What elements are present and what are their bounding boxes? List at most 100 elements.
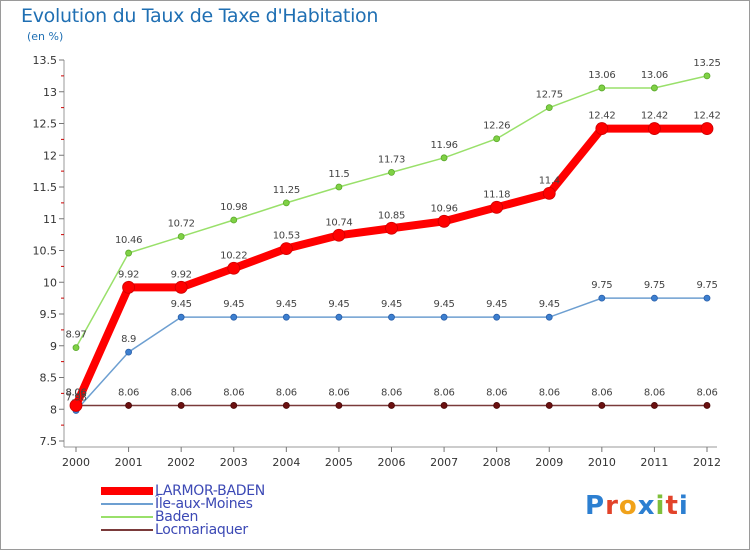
data-label-baden: 12.75: [536, 90, 563, 101]
x-tick-label: 2006: [378, 456, 406, 469]
data-point-larmor-baden: [437, 214, 451, 228]
legend-label: Baden: [155, 509, 199, 525]
data-point-baden: [335, 183, 343, 191]
data-point-larmor-baden: [122, 280, 135, 294]
data-point-ile-aux-moines: [703, 294, 711, 302]
data-label-ile-aux-moines: 9.45: [434, 299, 455, 310]
data-point-baden: [493, 135, 501, 143]
y-tick-label: 12.5: [33, 118, 58, 131]
data-point-ile-aux-moines: [230, 313, 238, 321]
data-label-baden: 8.97: [65, 330, 86, 341]
data-point-larmor-baden: [385, 221, 398, 235]
data-label-ile-aux-moines: 9.45: [328, 299, 349, 310]
legend-item-ile-aux-moines[interactable]: Île-aux-Moines: [101, 496, 401, 512]
data-point-baden: [598, 84, 606, 92]
logo-letter: i: [655, 491, 666, 521]
data-label-ile-aux-moines: 9.45: [486, 299, 507, 310]
legend-item-larmor-baden[interactable]: LARMOR-BADEN: [101, 483, 401, 499]
legend-label: Île-aux-Moines: [155, 496, 253, 512]
data-point-ile-aux-moines: [282, 313, 290, 321]
data-label-larmor-baden: 10.22: [220, 250, 247, 261]
data-point-baden: [440, 154, 448, 162]
x-tick-label: 2007: [430, 456, 458, 469]
data-point-ile-aux-moines: [388, 313, 395, 321]
data-point-locmariaquer: [230, 402, 238, 409]
data-label-baden: 10.72: [168, 219, 195, 230]
data-point-larmor-baden: [490, 200, 504, 214]
data-label-larmor-baden: 11.18: [483, 189, 510, 200]
data-label-baden: 13.25: [693, 58, 720, 69]
data-point-baden: [230, 216, 238, 224]
x-tick-label: 2003: [220, 456, 248, 469]
data-label-larmor-baden: 12.42: [588, 111, 615, 122]
data-label-ile-aux-moines: 9.75: [644, 280, 665, 291]
x-tick-label: 2011: [640, 456, 668, 469]
data-point-ile-aux-moines: [125, 348, 132, 356]
legend-item-locmariaquer[interactable]: Locmariaquer: [101, 522, 401, 538]
y-tick-label: 12: [43, 149, 57, 162]
data-point-ile-aux-moines: [493, 313, 501, 321]
data-point-ile-aux-moines: [335, 313, 343, 321]
logo-letter: P: [585, 491, 606, 521]
data-label-larmor-baden: 11.4: [539, 175, 560, 186]
y-tick-label: 11: [43, 213, 57, 226]
data-label-ile-aux-moines: 9.45: [381, 299, 402, 310]
data-point-locmariaquer: [125, 402, 132, 409]
data-label-locmariaquer: 8.06: [65, 387, 86, 398]
data-label-ile-aux-moines: 9.45: [539, 299, 560, 310]
data-point-ile-aux-moines: [651, 294, 658, 302]
y-tick-label: 8.5: [40, 372, 58, 385]
data-point-larmor-baden: [69, 399, 83, 412]
data-point-locmariaquer: [177, 402, 185, 409]
logo-letter: o: [618, 491, 638, 521]
data-point-ile-aux-moines: [545, 313, 553, 321]
data-point-locmariaquer: [545, 402, 553, 409]
data-point-baden: [72, 344, 80, 352]
y-tick-label: 10: [43, 276, 57, 289]
data-label-locmariaquer: 8.06: [171, 387, 192, 398]
data-label-ile-aux-moines: 7.98: [65, 393, 86, 404]
data-point-baden: [651, 84, 658, 92]
data-label-locmariaquer: 8.06: [486, 387, 507, 398]
data-point-ile-aux-moines: [177, 313, 185, 321]
legend-label: LARMOR-BADEN: [155, 483, 265, 499]
data-point-larmor-baden: [279, 242, 293, 255]
data-point-locmariaquer: [440, 402, 448, 409]
x-tick-label: 2010: [588, 456, 616, 469]
x-tick-label: 2004: [272, 456, 300, 469]
data-label-locmariaquer: 8.06: [381, 387, 402, 398]
data-label-larmor-baden: 9.92: [118, 269, 139, 280]
data-label-ile-aux-moines: 9.45: [276, 299, 297, 310]
data-point-baden: [388, 168, 395, 176]
data-label-baden: 11.73: [378, 154, 405, 165]
proxiti-logo: Proxiti: [585, 491, 689, 521]
x-tick-label: 2005: [325, 456, 353, 469]
data-point-larmor-baden: [595, 122, 609, 135]
data-label-larmor-baden: 10.53: [273, 231, 300, 242]
data-label-larmor-baden: 9.92: [171, 269, 192, 280]
legend-swatch-ile-aux-moines: [101, 503, 153, 505]
legend-swatch-larmor-baden: [101, 487, 153, 495]
chart-subtitle: (en %): [27, 30, 64, 43]
data-label-baden: 12.26: [483, 121, 510, 132]
y-tick-label: 13.5: [33, 54, 58, 67]
data-point-baden: [177, 233, 185, 240]
data-label-ile-aux-moines: 9.45: [223, 299, 244, 310]
logo-letter: x: [637, 491, 656, 521]
data-label-baden: 10.98: [220, 202, 247, 213]
y-tick-label: 9: [50, 340, 57, 353]
data-label-baden: 13.06: [641, 70, 668, 81]
data-point-locmariaquer: [651, 402, 658, 409]
data-label-locmariaquer: 8.06: [328, 387, 349, 398]
data-point-baden: [703, 72, 711, 80]
legend-item-baden[interactable]: Baden: [101, 509, 401, 525]
logo-letter: t: [665, 491, 679, 521]
data-point-baden: [545, 104, 553, 112]
data-label-baden: 13.06: [588, 70, 615, 81]
data-point-locmariaquer: [703, 402, 711, 409]
data-label-locmariaquer: 8.06: [696, 387, 717, 398]
data-point-ile-aux-moines: [598, 294, 606, 302]
x-tick-label: 2000: [62, 456, 90, 469]
